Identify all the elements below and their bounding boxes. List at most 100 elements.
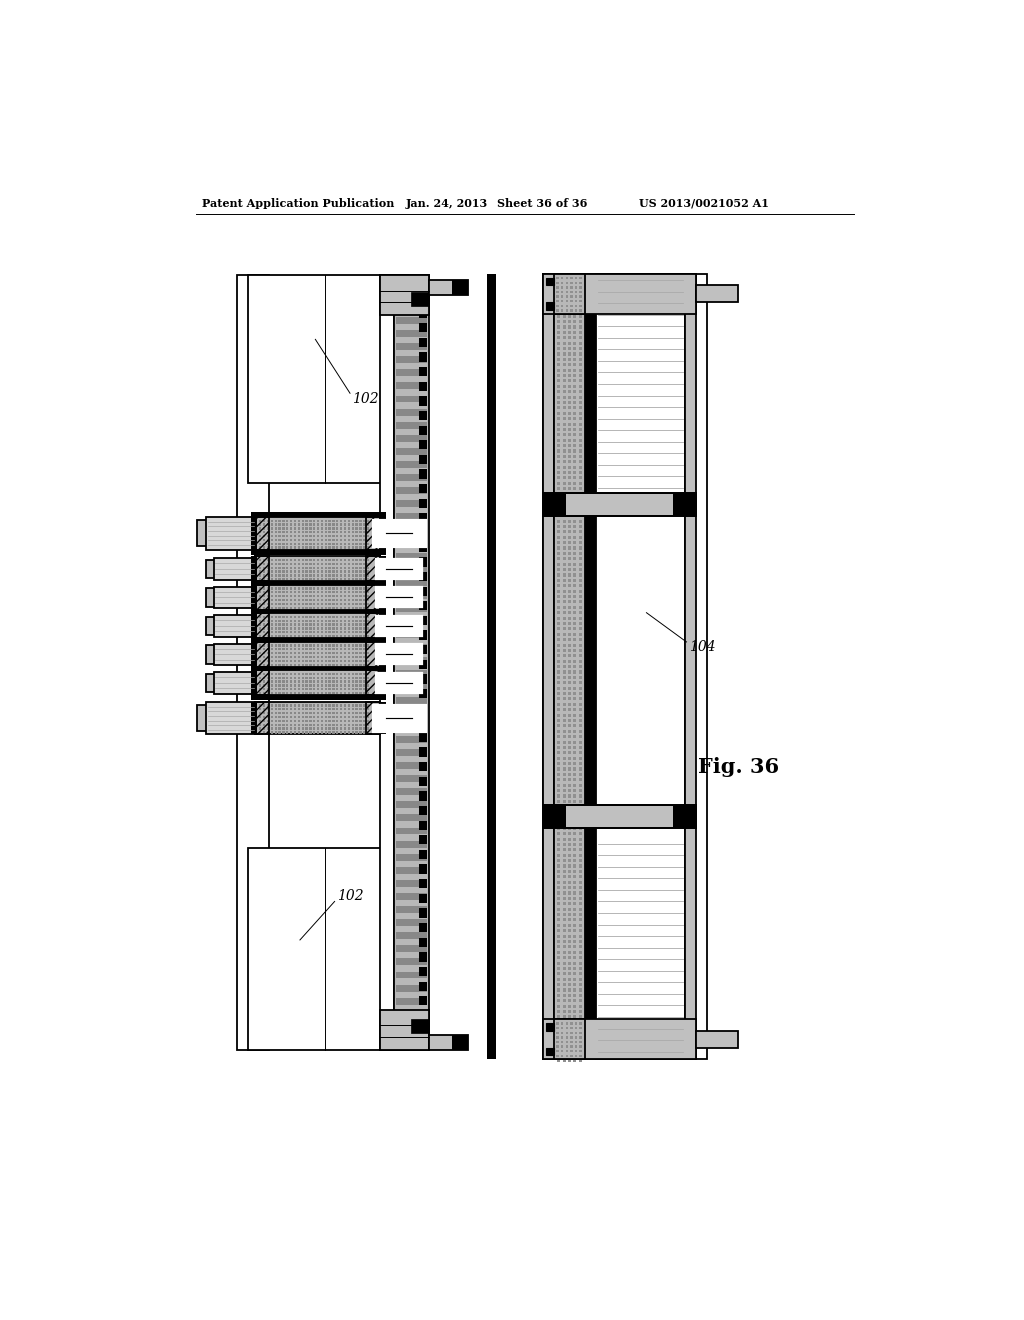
Bar — [562, 1005, 565, 1007]
Bar — [316, 535, 319, 537]
Bar — [336, 719, 339, 722]
Bar — [259, 627, 261, 630]
Bar — [367, 684, 370, 686]
Bar — [579, 541, 582, 544]
Bar — [294, 603, 296, 605]
Bar — [568, 433, 571, 437]
Bar — [283, 705, 285, 706]
Bar — [316, 673, 319, 675]
Bar — [579, 800, 582, 803]
Bar — [263, 708, 265, 710]
Bar — [267, 731, 269, 734]
Bar — [301, 566, 304, 569]
Bar — [329, 708, 331, 710]
Bar — [329, 692, 331, 694]
Bar — [355, 607, 357, 609]
Bar — [206, 645, 215, 664]
Bar — [359, 527, 361, 529]
Bar — [568, 616, 571, 619]
Bar — [562, 304, 565, 308]
Bar — [561, 1055, 563, 1057]
Bar — [568, 983, 571, 986]
Bar — [579, 298, 582, 302]
Bar — [344, 607, 346, 609]
Bar — [419, 309, 427, 318]
Bar — [263, 719, 265, 722]
Bar — [568, 331, 571, 334]
Bar — [274, 631, 276, 634]
Bar — [274, 708, 276, 710]
Bar — [573, 989, 577, 991]
Bar — [259, 566, 261, 569]
Bar — [568, 725, 571, 727]
Bar — [580, 1036, 582, 1039]
Bar — [367, 652, 370, 655]
Bar — [562, 293, 565, 296]
Bar — [333, 677, 335, 678]
Bar — [367, 578, 370, 581]
Bar — [321, 603, 323, 605]
Bar — [579, 368, 582, 372]
Bar — [557, 391, 560, 393]
Bar — [309, 635, 311, 638]
Bar — [279, 660, 281, 663]
Bar — [557, 298, 560, 302]
Bar — [396, 906, 427, 913]
Bar — [367, 656, 370, 659]
Bar — [568, 525, 571, 528]
Bar — [274, 681, 276, 682]
Bar — [263, 648, 265, 651]
Bar — [579, 352, 582, 355]
Bar — [255, 642, 269, 667]
Bar — [283, 591, 285, 594]
Bar — [565, 300, 568, 302]
Bar — [367, 562, 370, 565]
Bar — [321, 656, 323, 659]
Bar — [344, 688, 346, 690]
Bar — [396, 828, 427, 834]
Bar — [579, 692, 582, 696]
Bar — [562, 735, 565, 738]
Bar — [574, 305, 578, 308]
Bar — [206, 673, 215, 692]
Bar — [557, 455, 560, 458]
Bar — [568, 746, 571, 748]
Bar — [351, 684, 354, 686]
Bar — [290, 616, 292, 618]
Bar — [348, 673, 350, 675]
Bar — [579, 450, 582, 453]
Bar — [321, 607, 323, 609]
Bar — [355, 681, 357, 682]
Bar — [313, 566, 315, 569]
Bar — [568, 396, 571, 399]
Bar — [267, 520, 269, 521]
Bar — [568, 929, 571, 932]
Bar — [336, 599, 339, 601]
Bar — [359, 566, 361, 569]
Bar — [333, 578, 335, 581]
Bar — [325, 688, 327, 690]
Bar — [325, 692, 327, 694]
Bar — [359, 705, 361, 706]
Bar — [329, 635, 331, 638]
Bar — [263, 723, 265, 726]
Bar — [348, 619, 350, 622]
Bar — [557, 412, 560, 414]
Bar — [359, 607, 361, 609]
Bar — [562, 999, 565, 1002]
Bar — [290, 708, 292, 710]
Bar — [259, 631, 261, 634]
Bar — [367, 595, 370, 598]
Bar — [574, 286, 578, 289]
Bar — [255, 702, 380, 734]
Bar — [321, 623, 323, 626]
Bar — [270, 631, 273, 634]
Bar — [573, 471, 577, 474]
Bar — [316, 635, 319, 638]
Bar — [568, 314, 571, 318]
Bar — [286, 570, 289, 573]
Bar — [274, 623, 276, 626]
Bar — [313, 603, 315, 605]
Bar — [419, 528, 427, 537]
Bar — [573, 655, 577, 657]
